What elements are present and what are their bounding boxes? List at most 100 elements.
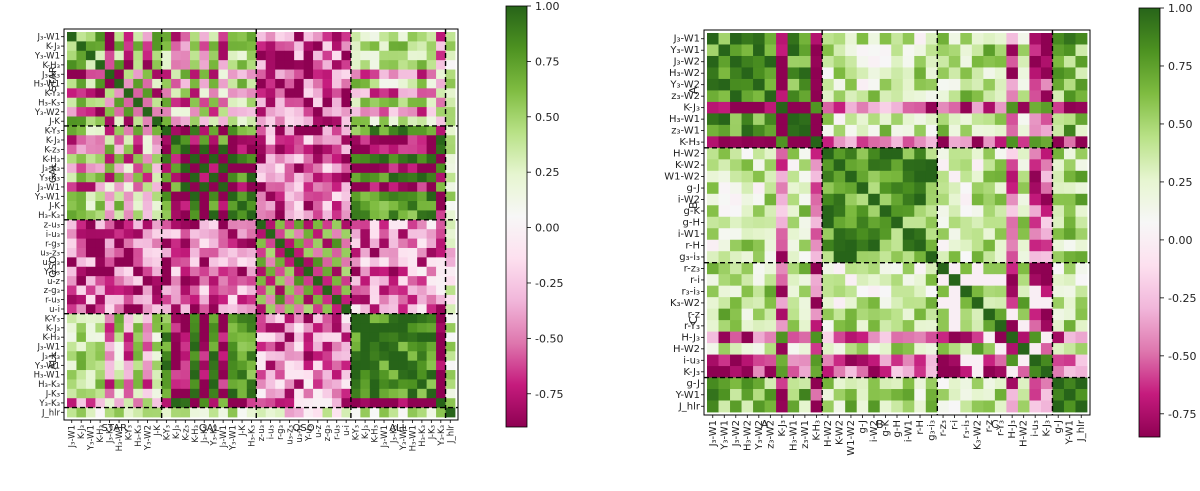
right-cell: [925, 113, 938, 126]
left-row-label: J-K: [48, 117, 60, 127]
right-cell: [718, 297, 731, 310]
left-cell: [67, 88, 77, 99]
left-cell: [398, 304, 409, 315]
left-cell: [284, 135, 295, 146]
left-cell: [123, 313, 134, 324]
right-cell: [1075, 205, 1088, 218]
left-cell: [426, 388, 437, 399]
left-row-label: K-J₃: [46, 136, 60, 146]
right-cell: [948, 101, 961, 114]
left-cell: [85, 257, 96, 268]
left-cell: [180, 304, 191, 315]
left-cell: [85, 69, 96, 80]
left-cell: [76, 229, 87, 239]
right-cell: [799, 354, 812, 367]
left-cell: [350, 388, 361, 399]
left-cell: [123, 407, 134, 418]
left-cell: [388, 351, 399, 362]
left-cell: [350, 407, 361, 418]
right-cell: [707, 343, 719, 355]
left-cell: [67, 60, 77, 70]
left-cell: [67, 266, 77, 277]
right-cell: [833, 285, 846, 298]
left-cell: [331, 266, 342, 277]
left-cell: [426, 407, 437, 418]
right-cell: [730, 274, 742, 287]
right-cell: [879, 400, 892, 413]
right-col-label: i-u₃: [1030, 420, 1041, 437]
left-cell: [95, 210, 106, 221]
left-cell: [199, 78, 210, 89]
right-cell: [753, 205, 765, 218]
right-cell: [891, 251, 904, 264]
left-colorbar: [505, 5, 528, 428]
left-cell: [256, 257, 267, 268]
left-cell: [114, 88, 125, 99]
right-cell: [994, 90, 1007, 103]
right-cell: [914, 55, 927, 68]
right-cell: [879, 136, 892, 149]
left-cell: [436, 107, 446, 117]
left-cell: [190, 144, 200, 155]
left-cell: [227, 257, 238, 268]
right-cell: [810, 228, 823, 241]
right-cell: [707, 320, 719, 332]
left-cell: [133, 135, 144, 146]
left-cell: [190, 125, 200, 136]
left-cell: [294, 407, 304, 418]
left-cell: [294, 266, 304, 277]
left-cell: [445, 41, 456, 52]
right-row-label: W1-W2: [664, 172, 700, 183]
left-cell: [161, 285, 172, 296]
right-cell: [891, 331, 904, 344]
right-group-label-x: A: [761, 418, 769, 431]
right-cell: [753, 170, 765, 183]
right-cell: [845, 90, 858, 103]
left-cell: [227, 201, 238, 211]
left-cell: [322, 360, 333, 371]
left-cell: [369, 41, 380, 52]
left-cell: [85, 144, 96, 155]
left-cell: [294, 238, 304, 249]
right-cell: [868, 205, 881, 218]
left-cell: [85, 285, 96, 296]
left-cell: [246, 266, 257, 277]
left-cell: [417, 144, 428, 155]
right-cell: [879, 274, 892, 287]
right-cell: [948, 90, 961, 103]
right-cell: [1029, 239, 1042, 252]
right-cell: [753, 124, 765, 137]
left-cell: [426, 285, 437, 296]
left-cell: [360, 229, 371, 239]
right-cell: [845, 216, 858, 229]
left-cell: [436, 285, 446, 296]
right-cell: [822, 44, 835, 57]
right-cell: [937, 297, 950, 310]
right-cell: [730, 170, 742, 183]
right-cell: [925, 239, 938, 252]
left-cell: [417, 172, 428, 183]
right-cell: [764, 297, 777, 310]
right-row-label: r-z: [688, 309, 700, 320]
left-cell: [388, 407, 399, 418]
left-cell: [284, 323, 295, 333]
right-cell: [971, 331, 984, 344]
left-cell: [388, 388, 399, 399]
left-cell: [331, 407, 342, 418]
left-cell: [369, 238, 380, 249]
left-cell: [161, 41, 172, 52]
left-row-label: z-u₃: [44, 221, 60, 231]
right-cell: [1063, 239, 1076, 252]
left-cell: [180, 388, 191, 399]
left-row-label: J₃-K₃: [41, 70, 60, 80]
right-cell: [879, 67, 892, 80]
left-cell: [426, 107, 437, 117]
right-cell: [741, 147, 754, 160]
left-cell: [313, 313, 323, 324]
left-cell: [313, 285, 323, 296]
right-cell: [948, 274, 961, 287]
left-row-label: u₃-z₃: [40, 249, 60, 259]
left-cell: [67, 144, 77, 155]
left-cell: [180, 323, 191, 333]
right-cell: [822, 262, 835, 275]
